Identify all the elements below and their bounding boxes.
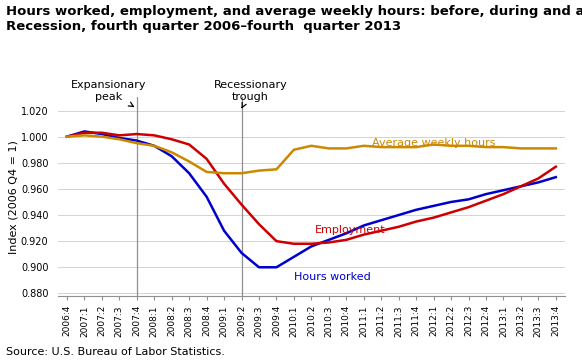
Text: Hours worked, employment, and average weekly hours: before, during and after the: Hours worked, employment, and average we… [6, 5, 582, 18]
Text: Recession, fourth quarter 2006–fourth  quarter 2013: Recession, fourth quarter 2006–fourth qu… [6, 20, 401, 33]
Text: Expansionary
peak: Expansionary peak [71, 81, 147, 106]
Text: Recessionary
trough: Recessionary trough [214, 81, 287, 108]
Y-axis label: Index (2006 Q4 = 1): Index (2006 Q4 = 1) [8, 140, 18, 254]
Text: Employment: Employment [315, 225, 385, 235]
Text: Average weekly hours: Average weekly hours [372, 138, 496, 148]
Text: Source: U.S. Bureau of Labor Statistics.: Source: U.S. Bureau of Labor Statistics. [6, 347, 225, 357]
Text: Hours worked: Hours worked [294, 272, 371, 282]
